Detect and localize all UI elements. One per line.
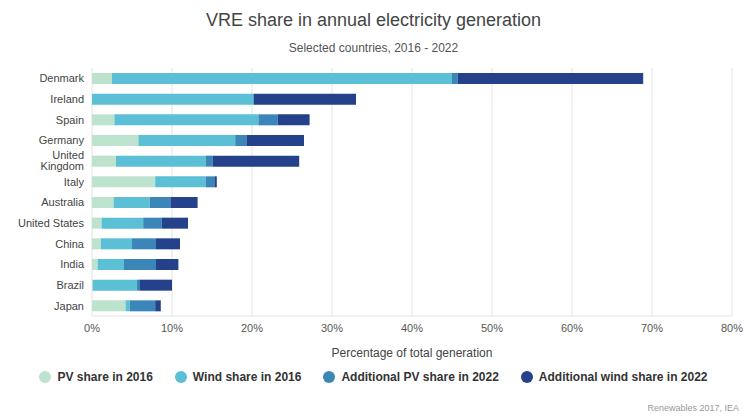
svg-text:30%: 30% bbox=[321, 322, 343, 334]
svg-text:80%: 80% bbox=[721, 322, 739, 334]
html-text:Wind share in 2016: Wind share in 2016 bbox=[192, 370, 302, 384]
svg-text:60%: 60% bbox=[561, 322, 583, 334]
svg-text:Spain: Spain bbox=[56, 114, 84, 126]
html-text:Additional PV share in 2022: Additional PV share in 2022 bbox=[341, 370, 499, 384]
html-text:Selected countries, 2016 - 202: Selected countries, 2016 - 2022 bbox=[288, 41, 459, 55]
svg-text:Italy: Italy bbox=[64, 176, 85, 188]
svg-text:Brazil: Brazil bbox=[56, 279, 84, 291]
svg-text:Japan: Japan bbox=[54, 300, 84, 312]
svg-text:50%: 50% bbox=[481, 322, 503, 334]
svg-text:40%: 40% bbox=[401, 322, 423, 334]
svg-text:0%: 0% bbox=[84, 322, 100, 334]
svg-text:Australia: Australia bbox=[41, 196, 85, 208]
html-text:Additional wind share in 2022: Additional wind share in 2022 bbox=[538, 370, 708, 384]
svg-text:70%: 70% bbox=[641, 322, 663, 334]
svg-text:India: India bbox=[60, 258, 85, 270]
svg-text:Germany: Germany bbox=[39, 134, 85, 146]
svg-text:China: China bbox=[55, 238, 85, 250]
svg-text:UnitedKingdom: UnitedKingdom bbox=[41, 149, 84, 172]
svg-text:20%: 20% bbox=[241, 322, 263, 334]
html-text:Renewables 2017, IEA: Renewables 2017, IEA bbox=[647, 403, 739, 413]
svg-text:Percentage of total generation: Percentage of total generation bbox=[332, 346, 493, 360]
svg-text:Denmark: Denmark bbox=[39, 72, 84, 84]
html-text:VRE share in annual electricit: VRE share in annual electricity generati… bbox=[205, 10, 542, 30]
svg-text:Ireland: Ireland bbox=[50, 93, 84, 105]
svg-text:United States: United States bbox=[18, 217, 85, 229]
svg-text:10%: 10% bbox=[161, 322, 183, 334]
html-text:PV share in 2016: PV share in 2016 bbox=[57, 370, 153, 384]
